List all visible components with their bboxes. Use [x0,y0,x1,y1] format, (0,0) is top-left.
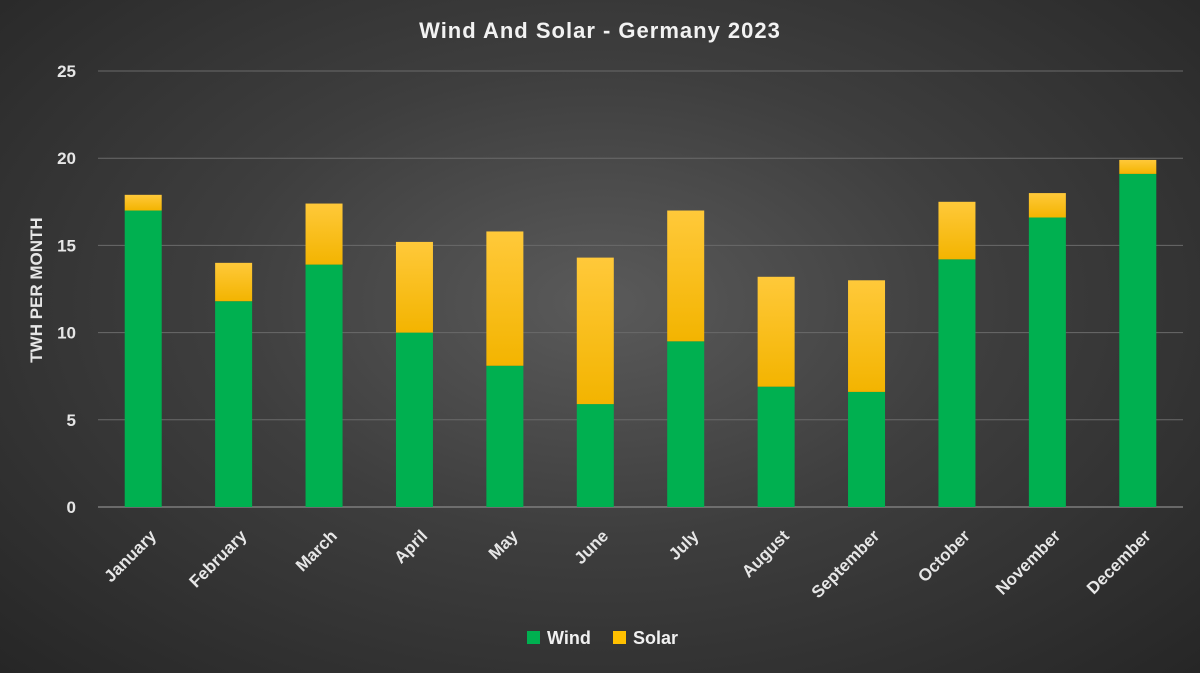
y-tick-label: 10 [57,324,76,343]
y-tick-label: 0 [67,498,76,517]
bar-wind-february [215,301,253,507]
bar-solar-september [848,280,886,392]
y-tick-label: 25 [57,62,76,81]
x-tick-label: April [390,526,431,567]
x-tick-label: March [292,526,341,575]
bar-solar-june [576,257,614,405]
bar-solar-april [395,241,433,333]
bar-solar-march [305,203,343,265]
y-axis-label: TWH PER MONTH [27,217,46,362]
x-tick-label: September [808,526,884,602]
bar-solar-october [938,201,976,260]
bar-wind-october [938,259,976,507]
y-tick-label: 15 [57,236,76,255]
x-tick-label: January [100,526,160,586]
bar-wind-august [757,386,795,507]
legend: Wind Solar [527,628,678,648]
bar-solar-december [1119,159,1157,174]
bar-solar-february [215,262,253,302]
legend-swatch-wind [527,631,540,644]
x-tick-label: July [665,526,703,564]
bar-wind-march [305,264,343,507]
y-tick-label: 20 [57,149,76,168]
y-tick-label: 5 [67,411,76,430]
x-tick-label: February [186,526,251,591]
x-axis-ticks: January February March April May June July Augu… [100,526,1154,602]
chart-title: Wind And Solar - Germany 2023 [419,18,781,43]
x-tick-label: August [738,526,793,581]
bar-wind-november [1028,217,1066,507]
x-tick-label: December [1083,526,1155,598]
bar-solar-july [667,210,705,342]
bar-wind-april [395,332,433,507]
legend-swatch-solar [613,631,626,644]
bar-solar-may [486,231,524,366]
bar-solar-november [1028,193,1066,218]
bar-wind-january [124,210,162,507]
x-tick-label: November [992,526,1064,598]
x-tick-label: October [914,526,974,586]
x-tick-label: June [571,526,612,567]
legend-label-solar: Solar [633,628,678,648]
bar-wind-september [848,391,886,507]
gridlines [98,70,1183,508]
bar-solar-january [124,194,162,211]
bar-wind-may [486,365,524,507]
y-axis-ticks: 0 5 10 15 20 25 [57,62,76,517]
bar-wind-july [667,341,705,507]
bars [124,159,1157,507]
bar-solar-august [757,276,795,387]
legend-label-wind: Wind [547,628,591,648]
x-tick-label: May [485,526,522,563]
bar-wind-june [576,404,614,507]
bar-wind-december [1119,173,1157,507]
